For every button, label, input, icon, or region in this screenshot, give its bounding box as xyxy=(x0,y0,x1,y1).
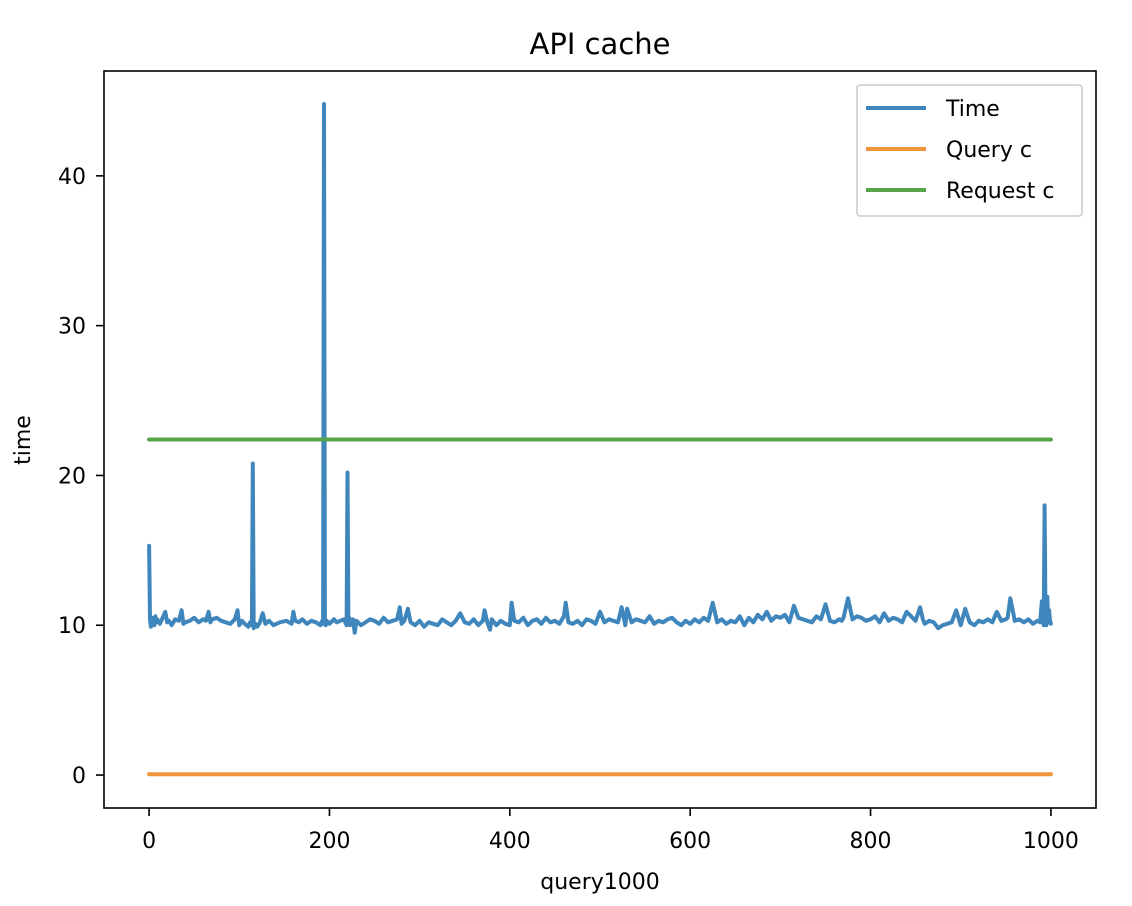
legend-label: Time xyxy=(945,97,1000,122)
y-tick-label: 20 xyxy=(58,464,86,489)
x-tick-label: 600 xyxy=(669,829,711,854)
y-tick-label: 10 xyxy=(58,614,86,639)
x-axis: 0 200 400 600 800 1000 xyxy=(142,808,1079,854)
legend-box xyxy=(856,84,1083,217)
legend-label: Request c xyxy=(946,179,1054,204)
y-axis-label: time xyxy=(11,415,36,465)
legend: Time Query c Request c xyxy=(856,84,1083,217)
legend-label: Query c xyxy=(946,138,1032,163)
x-tick-label: 200 xyxy=(308,829,350,854)
series-line-time xyxy=(147,102,1053,635)
x-tick-label: 0 xyxy=(142,829,156,854)
x-tick-label: 400 xyxy=(489,829,531,854)
x-axis-label: query1000 xyxy=(540,870,660,895)
y-axis: 0 10 20 30 40 xyxy=(58,165,104,789)
y-tick-label: 30 xyxy=(58,315,86,340)
plot-frame xyxy=(103,70,1097,809)
y-tick-label: 0 xyxy=(72,764,86,789)
x-tick-label: 1000 xyxy=(1023,829,1079,854)
chart-title: API cache xyxy=(530,27,671,61)
x-tick-label: 800 xyxy=(850,829,892,854)
series-layer xyxy=(147,102,1053,777)
y-tick-label: 40 xyxy=(58,165,86,190)
